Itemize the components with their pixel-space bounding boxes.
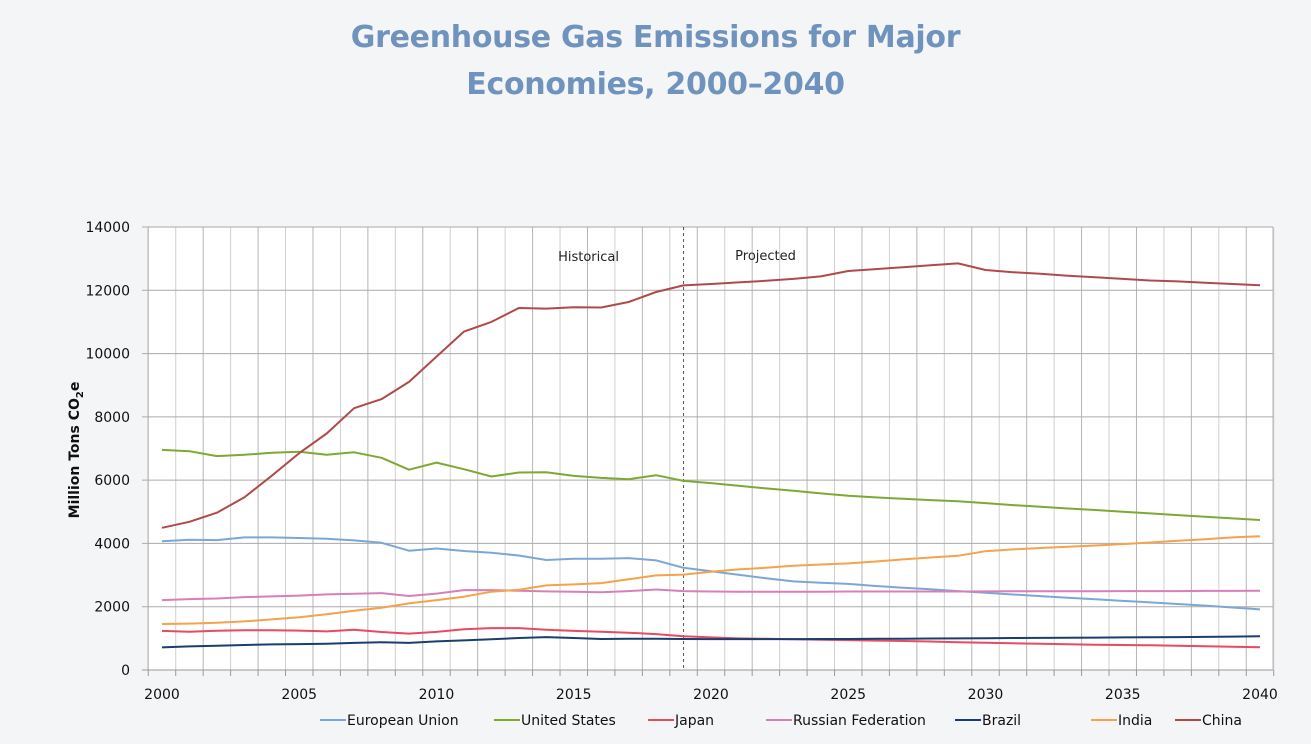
y-axis-label-main: Million Tons CO (67, 398, 83, 518)
chart-title: Greenhouse Gas Emissions for Major Econo… (0, 14, 1311, 108)
chart-title-line-2: Economies, 2000–2040 (466, 67, 845, 102)
series-line-russian-federation (161, 588, 1261, 602)
legend-item-japan: Japan (648, 713, 714, 729)
y-tick-label: 12000 (85, 283, 130, 299)
annotation-projected: Projected (735, 249, 796, 264)
vertical-gridlines (147, 227, 1275, 676)
y-tick-label: 0 (121, 663, 130, 679)
series-lines (161, 262, 1261, 649)
legend-label: United States (521, 713, 616, 729)
y-tick-label: 8000 (94, 410, 130, 426)
legend-label: Russian Federation (793, 713, 926, 729)
y-tick-label: 4000 (94, 536, 130, 552)
x-axis-tick-labels: 2000 2005 2010 2015 2020 2025 2030 2035 2040 (144, 687, 1278, 703)
x-tick-label: 2030 (968, 687, 1004, 703)
x-tick-label: 2010 (419, 687, 455, 703)
x-tick-label: 2015 (556, 687, 592, 703)
y-axis-label-suffix: e (67, 382, 83, 392)
x-tick-label: 2040 (1242, 687, 1278, 703)
legend-item-european-union: European Union (320, 713, 459, 729)
annotation-historical: Historical (558, 250, 619, 265)
series-line-china (161, 262, 1261, 529)
x-tick-label: 2020 (693, 687, 729, 703)
series-line-united-states (161, 448, 1261, 521)
legend-label: India (1118, 713, 1152, 729)
legend-label: China (1202, 713, 1242, 729)
legend-item-china: China (1175, 713, 1242, 729)
series-line-india (161, 535, 1261, 625)
legend-item-united-states: United States (494, 713, 616, 729)
x-tick-label: 2005 (281, 687, 317, 703)
y-tick-label: 6000 (94, 473, 130, 489)
chart-title-line-1: Greenhouse Gas Emissions for Major (350, 20, 961, 55)
plot-area (148, 227, 1273, 670)
legend-label: European Union (347, 713, 459, 729)
legend: European Union United States Japan Russian … (320, 713, 1242, 729)
y-axis-label-subscript: 2 (75, 391, 86, 398)
x-tick-label: 2000 (144, 687, 180, 703)
x-tick-label: 2035 (1105, 687, 1141, 703)
legend-label: Japan (674, 713, 714, 729)
legend-item-india: India (1091, 713, 1152, 729)
y-axis-label: Million Tons CO2e (67, 382, 86, 519)
legend-item-brazil: Brazil (955, 713, 1021, 729)
y-tick-label: 14000 (85, 220, 130, 236)
y-axis-tick-labels: 0 2000 4000 6000 8000 10000 12000 14000 (85, 220, 130, 679)
series-line-japan (161, 627, 1261, 649)
y-tick-label: 2000 (94, 600, 130, 616)
legend-label: Brazil (982, 713, 1021, 729)
x-tick-label: 2025 (830, 687, 866, 703)
series-line-brazil (161, 635, 1261, 649)
legend-item-russian-federation: Russian Federation (766, 713, 926, 729)
y-tick-label: 10000 (85, 347, 130, 363)
